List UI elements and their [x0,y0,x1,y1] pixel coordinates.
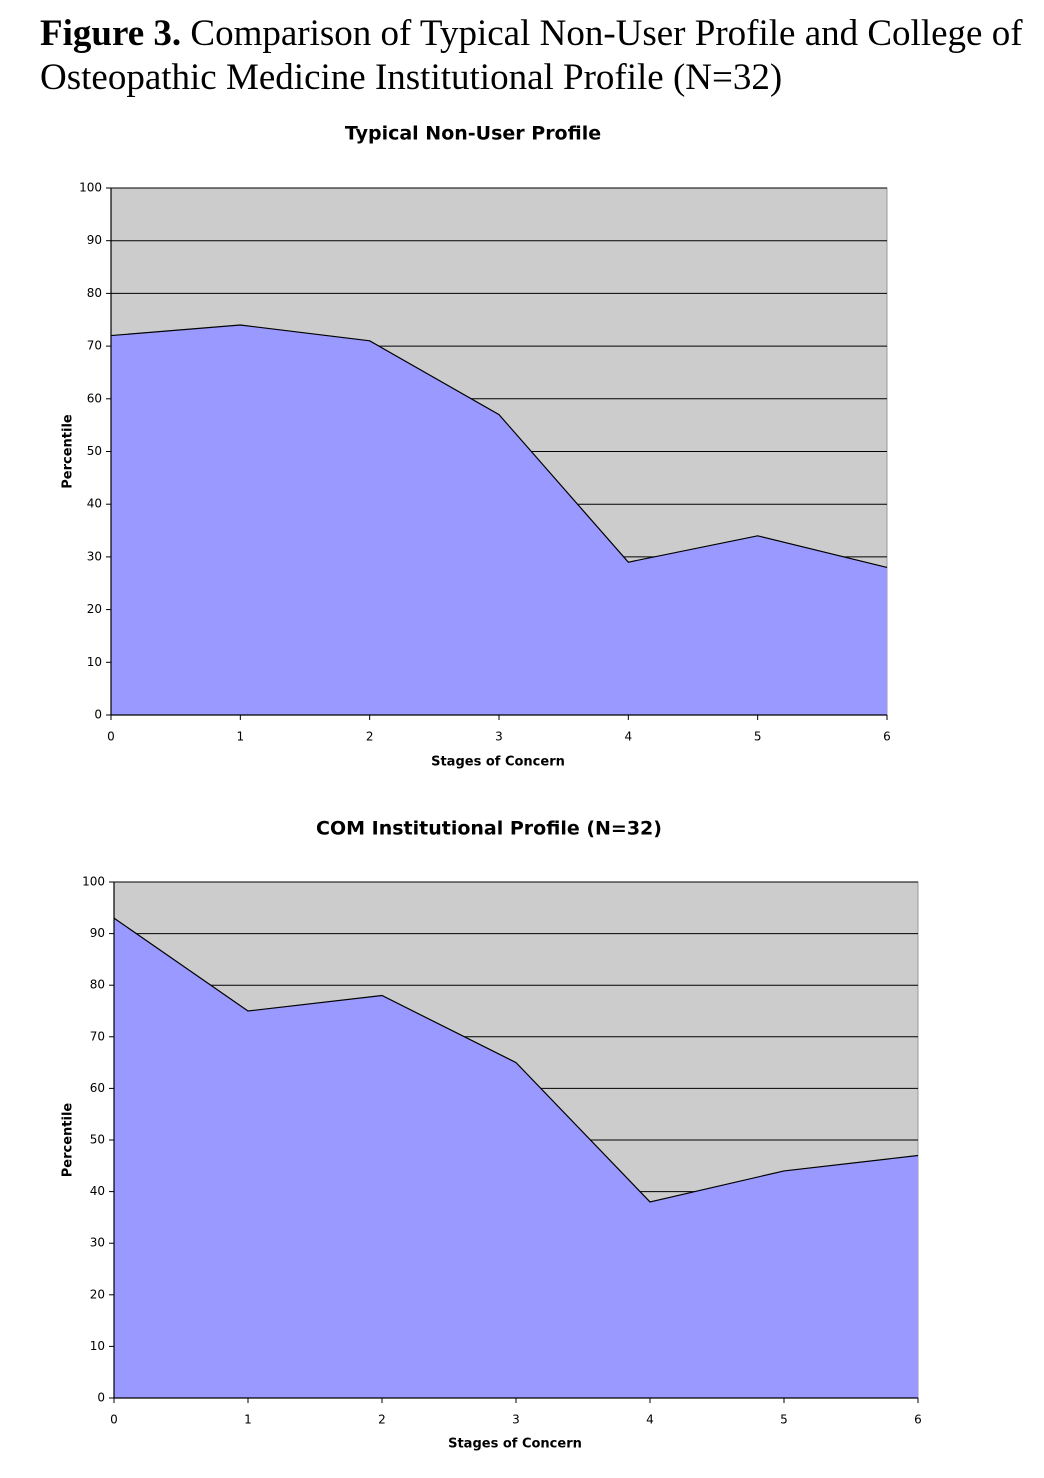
x-tick-label: 0 [107,730,115,744]
x-axis-label: Stages of Concern [431,755,565,770]
y-tick-label: 10 [90,1339,105,1353]
y-tick-label: 20 [87,602,102,616]
x-tick-label: 5 [754,730,762,744]
y-tick-label: 100 [79,181,102,195]
x-tick-label: 4 [625,730,633,744]
y-tick-label: 50 [87,444,102,458]
chart-title: Typical Non-User Profile [345,123,601,145]
y-tick-label: 70 [90,1029,105,1043]
y-tick-label: 0 [94,708,102,722]
y-tick-label: 40 [87,497,102,511]
y-tick-label: 30 [90,1236,105,1250]
y-tick-label: 20 [90,1287,105,1301]
chart-title: COM Institutional Profile (N=32) [316,818,662,840]
y-tick-label: 30 [87,549,102,563]
figure-caption: Figure 3. Comparison of Typical Non-User… [40,12,1030,100]
y-tick-label: 10 [87,655,102,669]
x-tick-label: 5 [780,1413,788,1427]
y-tick-label: 0 [97,1391,105,1405]
x-axis-label: Stages of Concern [448,1437,582,1452]
area-outline [110,324,888,569]
y-tick-label: 60 [90,1081,105,1095]
y-tick-label: 80 [90,978,105,992]
x-tick-label: 2 [366,730,374,744]
area [114,918,918,1398]
y-tick-label: 90 [87,233,102,247]
x-tick-label: 2 [378,1413,386,1427]
x-tick-label: 1 [237,730,245,744]
x-tick-label: 4 [646,1413,654,1427]
x-tick-label: 3 [495,730,503,744]
area [111,325,887,715]
x-tick-label: 6 [914,1413,922,1427]
x-tick-label: 0 [110,1413,118,1427]
y-axis-label: Percentile [61,414,76,489]
y-tick-label: 50 [90,1133,105,1147]
area-outline [113,917,919,1203]
caption-text: Comparison of Typical Non-User Profile a… [40,13,1023,98]
x-tick-label: 1 [244,1413,252,1427]
y-axis-label: Percentile [61,1103,76,1178]
y-tick-label: 90 [90,926,105,940]
x-tick-label: 3 [512,1413,520,1427]
x-tick-label: 6 [883,730,891,744]
y-tick-label: 100 [82,875,105,889]
y-tick-label: 70 [87,339,102,353]
figure-label: Figure 3. [40,13,182,54]
y-tick-label: 80 [87,286,102,300]
y-tick-label: 60 [87,391,102,405]
y-tick-label: 40 [90,1184,105,1198]
